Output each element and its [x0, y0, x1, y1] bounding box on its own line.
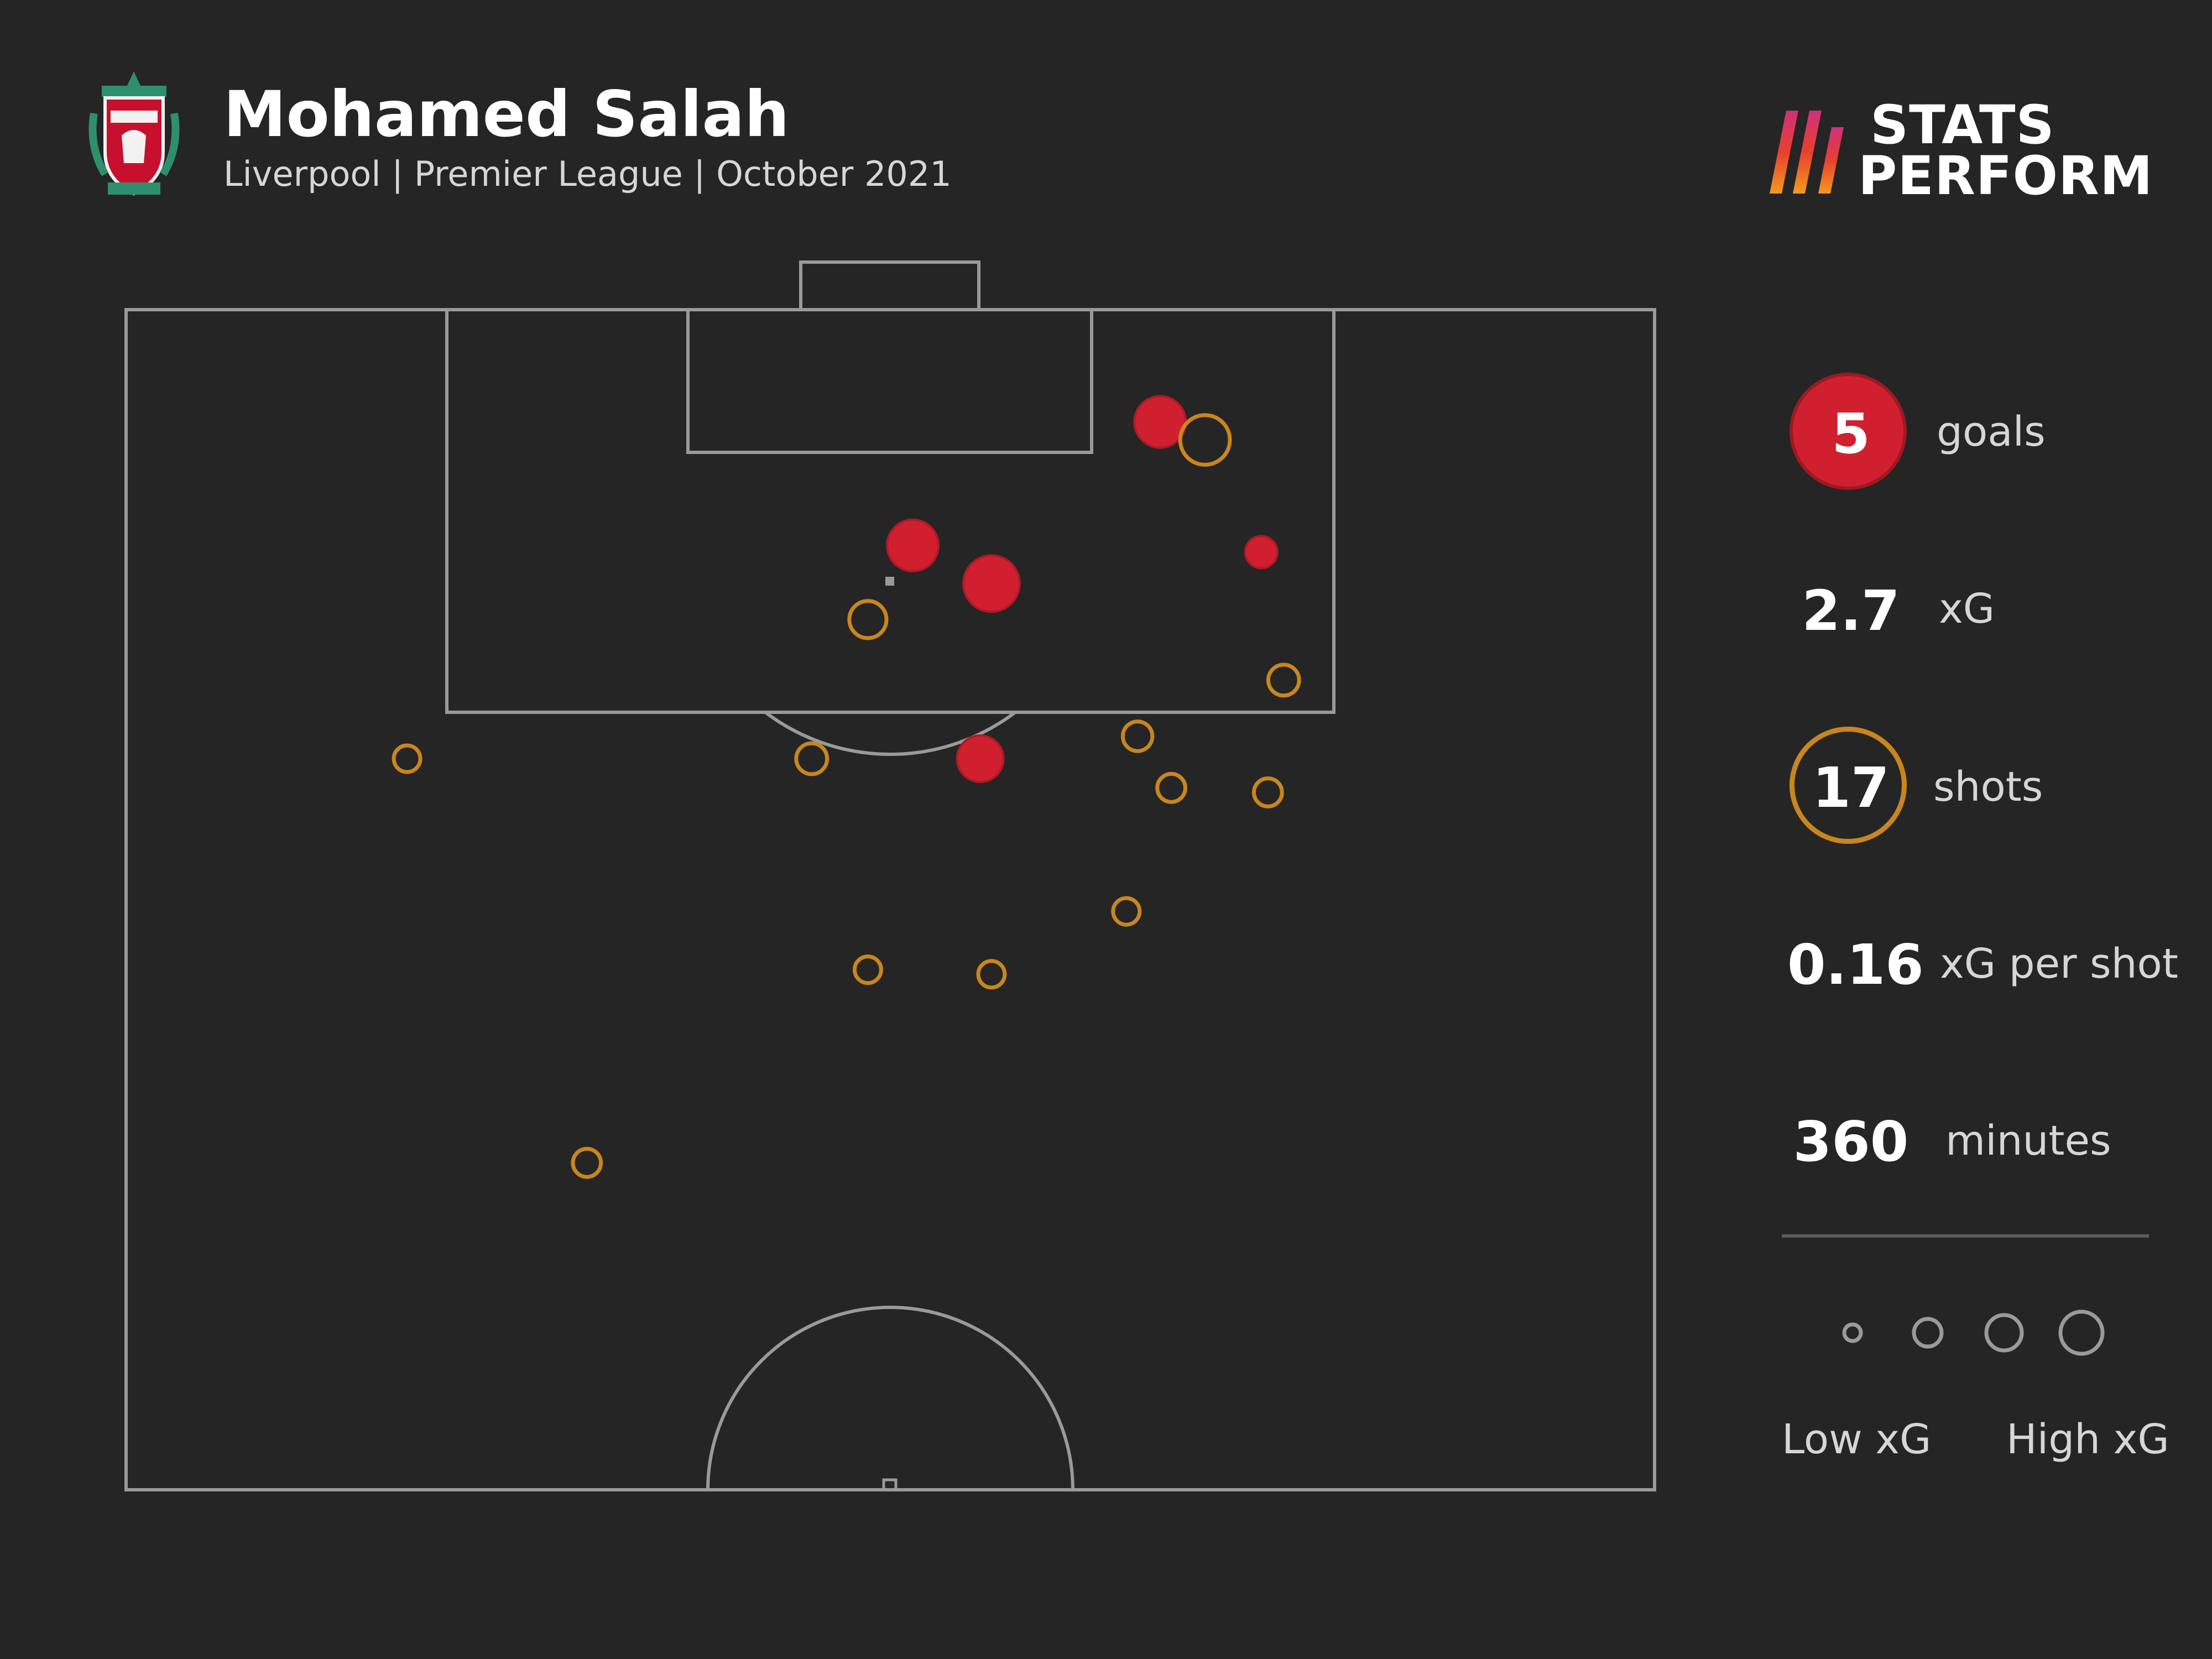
separator: |: [693, 154, 706, 194]
xg-per-shot-value: 0.16: [1787, 932, 1924, 997]
stats-perform-slash-icon: [1770, 111, 1844, 194]
goals-label: goals: [1937, 408, 2046, 456]
legend-circle-low: [1842, 1322, 1863, 1343]
shots-value: 17: [1812, 755, 1890, 820]
brand-line-1: STATS: [1870, 94, 2055, 156]
shot-marker: [794, 741, 830, 776]
shots-badge: [1790, 727, 1907, 844]
shot-marker: [1155, 771, 1188, 804]
liverpool-crest-icon: [88, 71, 180, 196]
six-yard-box: [686, 308, 1093, 454]
legend-circle-mid-low: [1912, 1317, 1944, 1349]
xg-size-legend: [1842, 1310, 2105, 1356]
shot-marker: [976, 959, 1007, 990]
shot-marker: [1120, 719, 1155, 753]
xg-value: 2.7: [1802, 578, 1900, 643]
penalty-arc: [764, 711, 1016, 756]
goal-marker: [1244, 535, 1279, 570]
goal-marker: [886, 518, 940, 572]
goals-value: 5: [1832, 401, 1870, 466]
shot-marker: [571, 1146, 603, 1179]
competition-name: Premier League: [414, 154, 683, 194]
shots-label: shots: [1933, 763, 2043, 811]
shot-marker: [847, 599, 889, 640]
minutes-value: 360: [1793, 1109, 1909, 1174]
legend-high-label: High xG: [2006, 1416, 2169, 1463]
brand-line-2: PERFORM: [1858, 145, 2153, 207]
stats-perform-logo: STATS PERFORM: [1770, 94, 2153, 205]
divider: [1782, 1234, 2149, 1238]
xg-per-shot-label: xG per shot: [1940, 940, 2178, 988]
legend-low-label: Low xG: [1782, 1416, 1932, 1463]
centre-spot: [882, 1478, 898, 1491]
period: October 2021: [716, 154, 952, 194]
centre-circle: [706, 1306, 1074, 1490]
goals-badge: [1790, 373, 1907, 490]
xg-label: xG: [1939, 585, 1995, 633]
penalty-spot: [885, 577, 894, 586]
shot-marker: [1178, 413, 1232, 467]
shot-marker: [1266, 662, 1301, 698]
goal-marker: [1133, 395, 1187, 449]
subtitle: Liverpool | Premier League | October 202…: [223, 154, 952, 194]
shot-marker: [1252, 776, 1284, 808]
shot-marker: [1111, 896, 1142, 927]
goal-marker: [962, 554, 1021, 613]
minutes-label: minutes: [1945, 1117, 2111, 1165]
legend-circle-high: [2058, 1310, 2105, 1356]
pitch-outline: [124, 308, 1656, 1491]
legend-circle-mid-high: [1984, 1313, 2024, 1353]
goal: [799, 260, 980, 311]
penalty-box: [445, 308, 1335, 714]
separator: |: [392, 154, 404, 194]
shot-marker: [392, 743, 422, 774]
team-name: Liverpool: [223, 154, 381, 194]
player-name: Mohamed Salah: [223, 77, 790, 151]
goal-marker: [956, 734, 1005, 783]
shot-marker: [852, 954, 883, 985]
shot-map: [124, 260, 1656, 1491]
